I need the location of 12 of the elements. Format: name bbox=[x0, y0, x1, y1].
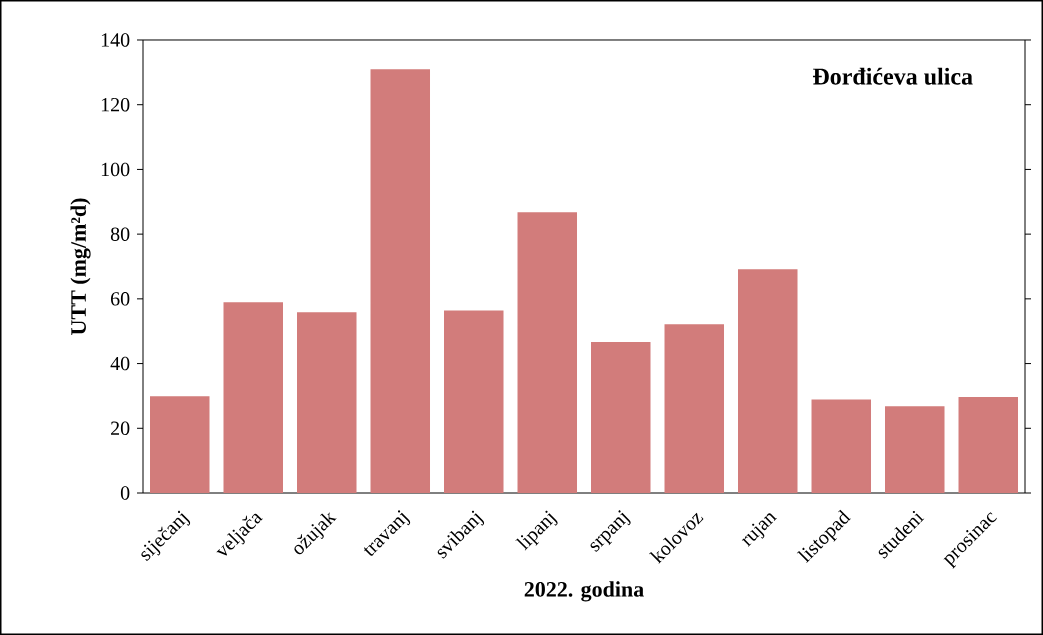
y-tick-label: 100 bbox=[101, 162, 130, 177]
y-tick-label: 60 bbox=[110, 292, 130, 306]
y-tick-label: 120 bbox=[101, 97, 130, 112]
x-tick-label: rujan bbox=[741, 513, 777, 547]
y-tick-label: 0 bbox=[120, 486, 130, 500]
y-tick-label: 140 bbox=[101, 33, 130, 47]
x-axis-title: 2022. godina bbox=[524, 581, 644, 602]
y-tick-label: 80 bbox=[110, 227, 130, 241]
y-tick-label: 40 bbox=[110, 356, 130, 371]
y-axis-title: UTT (mg/m²d) bbox=[70, 198, 91, 335]
y-tick-label: 20 bbox=[111, 421, 130, 436]
text: Đorđićeva ulica bbox=[812, 67, 973, 85]
